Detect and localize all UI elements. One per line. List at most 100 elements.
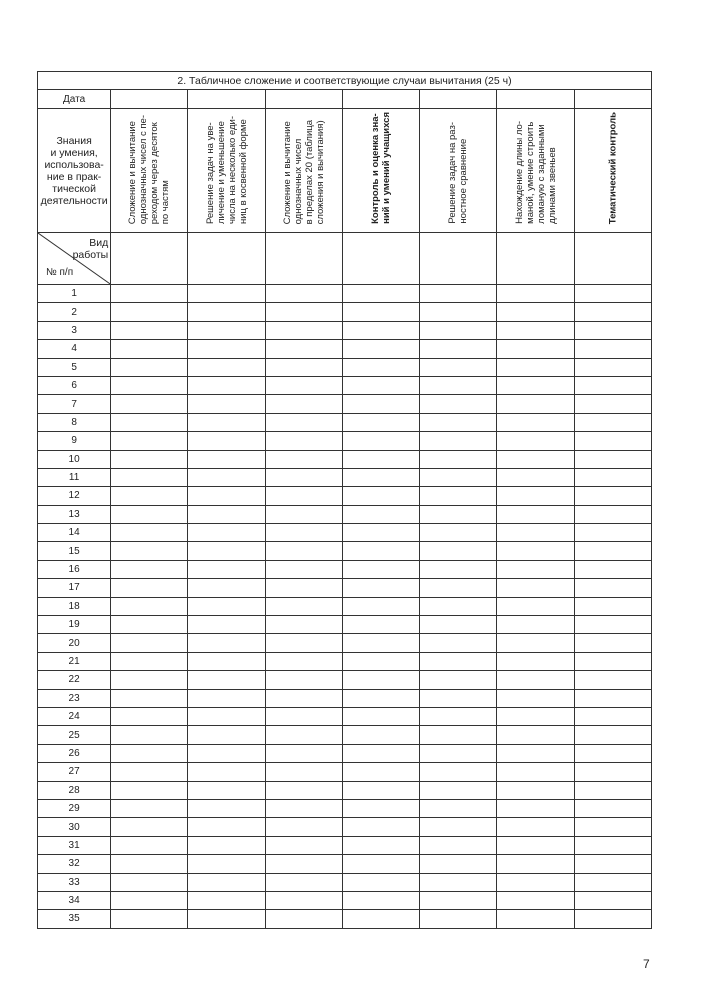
grade-cell[interactable] — [341, 780, 421, 800]
grade-cell[interactable] — [496, 504, 575, 525]
grade-cell[interactable] — [573, 688, 653, 708]
grade-cell[interactable] — [264, 688, 343, 708]
work-type-cell[interactable] — [573, 232, 653, 285]
grade-cell[interactable] — [341, 467, 421, 488]
grade-cell[interactable] — [264, 706, 343, 727]
grade-cell[interactable] — [419, 523, 498, 543]
grade-cell[interactable] — [187, 559, 266, 580]
grade-cell[interactable] — [573, 523, 653, 543]
grade-cell[interactable] — [573, 412, 653, 433]
grade-cell[interactable] — [110, 541, 189, 561]
work-type-cell[interactable] — [110, 232, 189, 285]
grade-cell[interactable] — [573, 320, 653, 341]
grade-cell[interactable] — [110, 762, 189, 782]
grade-cell[interactable] — [496, 872, 575, 892]
grade-cell[interactable] — [419, 762, 498, 782]
grade-cell[interactable] — [341, 670, 421, 690]
grade-cell[interactable] — [496, 670, 575, 690]
grade-cell[interactable] — [264, 541, 343, 561]
grade-cell[interactable] — [496, 357, 575, 377]
grade-cell[interactable] — [341, 890, 421, 911]
grade-cell[interactable] — [573, 615, 653, 635]
grade-cell[interactable] — [187, 523, 266, 543]
grade-cell[interactable] — [187, 467, 266, 488]
grade-cell[interactable] — [341, 835, 421, 856]
work-type-cell[interactable] — [187, 232, 266, 285]
work-type-cell[interactable] — [264, 232, 343, 285]
grade-cell[interactable] — [110, 320, 189, 341]
grade-cell[interactable] — [496, 706, 575, 727]
grade-cell[interactable] — [573, 394, 653, 414]
grade-cell[interactable] — [419, 467, 498, 488]
grade-cell[interactable] — [187, 283, 266, 304]
grade-cell[interactable] — [110, 688, 189, 708]
grade-cell[interactable] — [341, 909, 421, 929]
grade-cell[interactable] — [496, 854, 575, 874]
grade-cell[interactable] — [110, 578, 189, 598]
grade-cell[interactable] — [110, 486, 189, 506]
grade-cell[interactable] — [573, 670, 653, 690]
date-cell[interactable] — [187, 89, 266, 109]
grade-cell[interactable] — [110, 651, 189, 672]
grade-cell[interactable] — [264, 725, 343, 745]
grade-cell[interactable] — [419, 578, 498, 598]
grade-cell[interactable] — [264, 302, 343, 322]
grade-cell[interactable] — [419, 890, 498, 911]
grade-cell[interactable] — [341, 486, 421, 506]
grade-cell[interactable] — [419, 541, 498, 561]
grade-cell[interactable] — [187, 854, 266, 874]
grade-cell[interactable] — [264, 872, 343, 892]
grade-cell[interactable] — [341, 559, 421, 580]
grade-cell[interactable] — [573, 339, 653, 359]
grade-cell[interactable] — [496, 688, 575, 708]
grade-cell[interactable] — [187, 817, 266, 837]
grade-cell[interactable] — [264, 394, 343, 414]
grade-cell[interactable] — [341, 596, 421, 617]
grade-cell[interactable] — [110, 615, 189, 635]
grade-cell[interactable] — [110, 559, 189, 580]
grade-cell[interactable] — [496, 559, 575, 580]
grade-cell[interactable] — [496, 909, 575, 929]
grade-cell[interactable] — [573, 835, 653, 856]
grade-cell[interactable] — [264, 339, 343, 359]
grade-cell[interactable] — [264, 817, 343, 837]
date-cell[interactable] — [573, 89, 653, 109]
grade-cell[interactable] — [573, 449, 653, 469]
grade-cell[interactable] — [573, 559, 653, 580]
date-cell[interactable] — [264, 89, 343, 109]
grade-cell[interactable] — [496, 817, 575, 837]
grade-cell[interactable] — [187, 909, 266, 929]
grade-cell[interactable] — [264, 283, 343, 304]
grade-cell[interactable] — [573, 854, 653, 874]
grade-cell[interactable] — [187, 394, 266, 414]
grade-cell[interactable] — [187, 541, 266, 561]
date-cell[interactable] — [110, 89, 189, 109]
grade-cell[interactable] — [341, 394, 421, 414]
grade-cell[interactable] — [419, 798, 498, 819]
grade-cell[interactable] — [264, 486, 343, 506]
grade-cell[interactable] — [419, 486, 498, 506]
grade-cell[interactable] — [187, 688, 266, 708]
grade-cell[interactable] — [110, 504, 189, 525]
grade-cell[interactable] — [264, 798, 343, 819]
grade-cell[interactable] — [110, 854, 189, 874]
grade-cell[interactable] — [341, 743, 421, 764]
grade-cell[interactable] — [264, 412, 343, 433]
grade-cell[interactable] — [341, 706, 421, 727]
grade-cell[interactable] — [496, 651, 575, 672]
grade-cell[interactable] — [573, 357, 653, 377]
grade-cell[interactable] — [341, 615, 421, 635]
grade-cell[interactable] — [419, 412, 498, 433]
grade-cell[interactable] — [419, 651, 498, 672]
grade-cell[interactable] — [187, 486, 266, 506]
grade-cell[interactable] — [187, 504, 266, 525]
grade-cell[interactable] — [187, 320, 266, 341]
grade-cell[interactable] — [419, 909, 498, 929]
grade-cell[interactable] — [419, 449, 498, 469]
grade-cell[interactable] — [419, 872, 498, 892]
grade-cell[interactable] — [573, 725, 653, 745]
grade-cell[interactable] — [341, 854, 421, 874]
grade-cell[interactable] — [573, 817, 653, 837]
grade-cell[interactable] — [419, 706, 498, 727]
grade-cell[interactable] — [419, 688, 498, 708]
